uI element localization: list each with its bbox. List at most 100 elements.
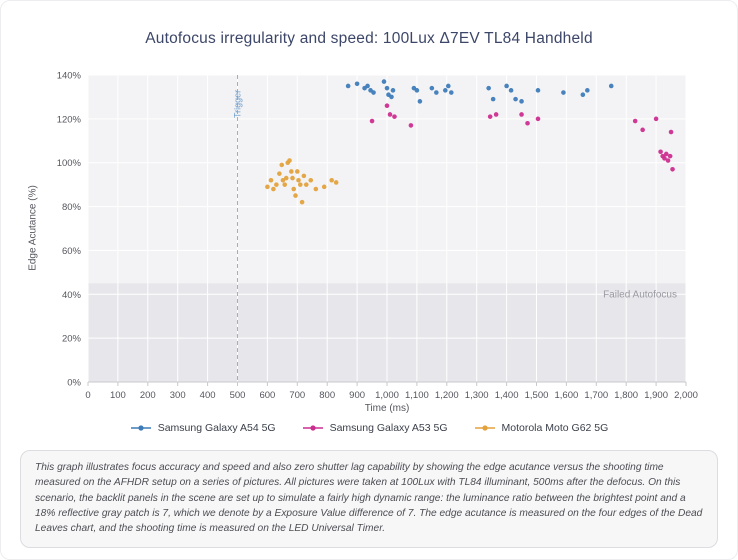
x-tick-label: 2,000 — [674, 390, 698, 401]
data-point — [504, 83, 509, 89]
data-point — [429, 85, 435, 91]
data-point — [580, 92, 586, 98]
y-tick-label: 100% — [57, 158, 82, 169]
data-point — [291, 186, 297, 192]
data-point — [443, 88, 448, 93]
x-tick-label: 1,200 — [435, 390, 459, 401]
data-point — [293, 193, 298, 198]
x-tick-label: 900 — [349, 390, 365, 401]
x-tick-label: 100 — [110, 390, 126, 401]
data-point — [384, 103, 390, 108]
data-point — [282, 182, 288, 187]
data-point — [268, 177, 274, 183]
data-point — [487, 114, 493, 119]
x-tick-label: 1,400 — [495, 390, 519, 401]
series-0 — [345, 79, 614, 104]
legend-label: Samsung Galaxy A53 5G — [329, 422, 448, 434]
x-tick-label: 1,600 — [555, 390, 579, 401]
data-point — [296, 177, 301, 183]
data-point — [670, 166, 675, 172]
data-point — [525, 120, 530, 126]
data-point — [513, 96, 518, 102]
data-point — [289, 169, 294, 174]
data-point — [287, 158, 292, 163]
data-point — [299, 199, 305, 205]
legend-marker-icon — [130, 425, 151, 431]
y-tick-label: 20% — [62, 334, 82, 345]
data-point — [313, 186, 319, 192]
data-point — [653, 116, 659, 122]
data-point — [667, 153, 673, 159]
legend-label: Samsung Galaxy A54 5G — [157, 422, 276, 434]
data-point — [535, 116, 541, 122]
data-point — [508, 88, 514, 93]
data-point — [493, 112, 499, 117]
data-point — [658, 149, 663, 155]
data-point — [668, 129, 674, 135]
data-point — [434, 90, 439, 95]
data-point — [585, 88, 590, 93]
data-point — [448, 90, 454, 95]
description-box: This graph illustrates focus accuracy an… — [20, 450, 718, 548]
series-1 — [369, 103, 675, 172]
data-point — [365, 83, 370, 89]
x-tick-label: 1,800 — [614, 390, 638, 401]
data-point — [486, 85, 491, 91]
x-axis-label: Time (ms) — [364, 403, 410, 414]
data-point — [519, 99, 524, 104]
failed-autofocus-label: Failed Autofocus — [603, 289, 677, 300]
data-point — [381, 79, 387, 84]
data-point — [392, 114, 397, 119]
series-2 — [265, 158, 339, 205]
data-point — [303, 182, 309, 187]
data-point — [414, 88, 420, 93]
data-point — [280, 177, 286, 183]
data-point — [329, 177, 334, 183]
x-tick-label: 1,500 — [525, 390, 549, 401]
x-tick-label: 1,700 — [584, 390, 608, 401]
x-tick-label: 300 — [170, 390, 186, 401]
legend-marker-icon — [302, 425, 323, 431]
data-point — [369, 118, 375, 124]
x-tick-label: 400 — [200, 390, 216, 401]
x-tick-label: 500 — [230, 390, 246, 401]
data-point — [387, 112, 393, 117]
legend-item[interactable]: Motorola Moto G62 5G — [474, 422, 608, 434]
x-tick-label: 200 — [140, 390, 156, 401]
data-point — [301, 173, 307, 179]
data-point — [295, 169, 300, 174]
data-point — [321, 184, 327, 190]
data-point — [277, 171, 282, 176]
x-tick-label: 1,900 — [644, 390, 668, 401]
data-point — [490, 96, 496, 102]
x-tick-label: 1,000 — [375, 390, 399, 401]
data-point — [640, 127, 645, 133]
data-point — [519, 112, 524, 117]
data-point — [665, 158, 671, 163]
data-point — [297, 182, 303, 187]
data-point — [535, 88, 541, 93]
data-point — [354, 81, 360, 87]
data-point — [390, 88, 396, 93]
data-point — [663, 151, 669, 157]
data-point — [279, 162, 285, 168]
chart-area: 0 100 200 300 400 500 600 700 800 900 1,000 1,100 1,… — [0, 60, 738, 420]
legend-item[interactable]: Samsung Galaxy A54 5G — [130, 422, 276, 434]
x-tick-label: 1,100 — [405, 390, 429, 401]
data-point — [283, 175, 289, 181]
x-tick-label: 1,300 — [465, 390, 489, 401]
data-point — [265, 184, 270, 190]
data-point — [290, 175, 295, 181]
data-point — [274, 182, 279, 187]
description-text: This graph illustrates focus accuracy an… — [35, 462, 703, 535]
y-tick-label: 0% — [67, 378, 81, 389]
data-point — [389, 94, 394, 100]
y-tick-label: 80% — [62, 202, 82, 213]
data-point — [662, 156, 667, 161]
scatter-plot: 0 100 200 300 400 500 600 700 800 900 1,000 1,100 1,… — [57, 71, 698, 402]
x-tick-label: 0 — [85, 390, 90, 401]
data-point — [384, 85, 390, 91]
legend-item[interactable]: Samsung Galaxy A53 5G — [302, 422, 448, 434]
y-tick-label: 60% — [62, 246, 82, 257]
trigger-label: Trigger — [233, 90, 243, 118]
